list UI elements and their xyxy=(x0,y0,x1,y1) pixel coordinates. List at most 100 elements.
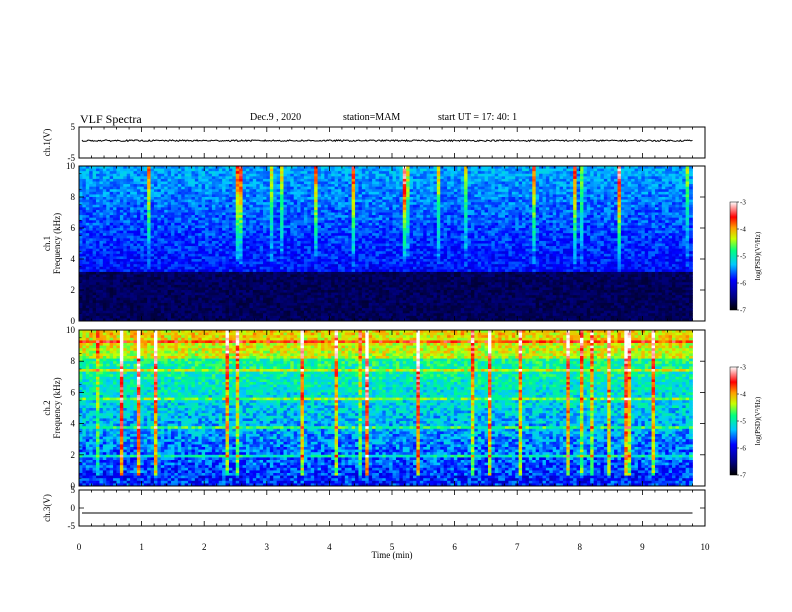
spectrogram-cell xyxy=(324,220,328,223)
spectrogram-cell xyxy=(358,269,362,272)
spectrogram-cell xyxy=(82,303,86,306)
spectrogram-cell xyxy=(260,228,264,231)
spectrogram-cell xyxy=(314,225,318,228)
spectrogram-cell xyxy=(277,259,281,262)
spectrogram-cell xyxy=(134,207,138,210)
spectrogram-cell xyxy=(174,241,178,244)
spectrogram-cell xyxy=(99,313,103,316)
spectrogram-cell xyxy=(287,244,291,247)
spectrogram-cell xyxy=(99,194,103,197)
spectrogram-cell xyxy=(185,254,189,257)
spectrogram-cell xyxy=(304,171,308,174)
spectrogram-cell xyxy=(93,233,97,236)
spectrogram-cell xyxy=(205,218,209,221)
spectrogram-cell xyxy=(137,290,141,293)
spectrogram-cell xyxy=(181,231,185,234)
spectrogram-cell xyxy=(307,233,311,236)
spectrogram-cell xyxy=(123,187,127,190)
spectrogram-cell xyxy=(103,251,107,254)
spectrogram-cell xyxy=(287,207,291,210)
spectrogram-cell xyxy=(229,293,233,296)
spectrogram-cell xyxy=(185,233,189,236)
spectrogram-cell xyxy=(151,174,155,177)
spectrogram-cell xyxy=(130,213,134,216)
spectrogram-cell xyxy=(212,187,216,190)
spectrogram-cell xyxy=(266,207,270,210)
spectrogram-cell xyxy=(280,311,284,314)
spectrogram-cell xyxy=(205,241,209,244)
spectrogram-cell xyxy=(307,254,311,257)
spectrogram-cell xyxy=(144,223,148,226)
spectrogram-cell xyxy=(212,295,216,298)
spectrogram-cell xyxy=(341,282,345,285)
spectrogram-cell xyxy=(205,277,209,280)
spectrogram-cell xyxy=(151,184,155,187)
spectrogram-cell xyxy=(345,236,349,239)
spectrogram-cell xyxy=(243,213,247,216)
spectrogram-cell xyxy=(79,169,83,172)
spectrogram-cell xyxy=(341,218,345,221)
spectrogram-cell xyxy=(154,187,158,190)
spectrogram-cell xyxy=(174,256,178,259)
spectrogram-cell xyxy=(338,264,342,267)
spectrogram-cell xyxy=(188,300,192,303)
spectrogram-cell xyxy=(147,264,151,267)
spectrogram-cell xyxy=(260,202,264,205)
spectrogram-cell xyxy=(290,228,294,231)
spectrogram-cell xyxy=(270,303,274,306)
spectrogram-cell xyxy=(144,316,148,319)
spectrogram-cell xyxy=(246,264,250,267)
spectrogram-cell xyxy=(287,259,291,262)
spectrogram-cell xyxy=(348,176,352,179)
spectrogram-cell xyxy=(246,231,250,234)
spectrogram-cell xyxy=(151,251,155,254)
spectrogram-cell xyxy=(307,300,311,303)
spectrogram-cell xyxy=(147,194,151,197)
spectrogram-cell xyxy=(113,256,117,259)
spectrogram-cell xyxy=(239,275,243,278)
spectrogram-cell xyxy=(164,293,168,296)
spectrogram-cell xyxy=(209,311,213,314)
spectrogram-cell xyxy=(253,223,257,226)
spectrogram-cell xyxy=(106,269,110,272)
spectrogram-cell xyxy=(178,228,182,231)
spectrogram-cell xyxy=(137,295,141,298)
spectrogram-cell xyxy=(106,189,110,192)
spectrogram-cell xyxy=(287,262,291,265)
spectrogram-cell xyxy=(260,306,264,309)
spectrogram-cell xyxy=(246,194,250,197)
spectrogram-cell xyxy=(181,287,185,290)
spectrogram-cell xyxy=(198,295,202,298)
spectrogram-cell xyxy=(297,223,301,226)
spectrogram-cell xyxy=(181,303,185,306)
spectrogram-cell xyxy=(321,213,325,216)
spectrogram-cell xyxy=(144,187,148,190)
spectrogram-cell xyxy=(297,176,301,179)
spectrogram-cell xyxy=(137,285,141,288)
spectrogram-cell xyxy=(137,174,141,177)
spectrogram-cell xyxy=(205,200,209,203)
spectrogram-cell xyxy=(314,197,318,200)
spectrogram-cell xyxy=(120,264,124,267)
spectrogram-cell xyxy=(348,210,352,213)
spectrogram-cell xyxy=(277,295,281,298)
spectrogram-cell xyxy=(263,267,267,270)
spectrogram-cell xyxy=(127,293,131,296)
spectrogram-cell xyxy=(134,254,138,257)
spectrogram-cell xyxy=(226,275,230,278)
spectrogram-cell xyxy=(212,228,216,231)
spectrogram-cell xyxy=(307,176,311,179)
spectrogram-cell xyxy=(96,241,100,244)
spectrogram-cell xyxy=(113,306,117,309)
spectrogram-cell xyxy=(205,264,209,267)
spectrogram-cell xyxy=(318,290,322,293)
spectrogram-cell xyxy=(331,179,335,182)
spectrogram-cell xyxy=(304,272,308,275)
spectrogram-cell xyxy=(348,231,352,234)
spectrogram-cell xyxy=(127,213,131,216)
spectrogram-cell xyxy=(86,192,90,195)
spectrogram-cell xyxy=(249,236,253,239)
spectrogram-cell xyxy=(328,306,332,309)
spectrogram-cell xyxy=(188,176,192,179)
spectrogram-cell xyxy=(99,259,103,262)
